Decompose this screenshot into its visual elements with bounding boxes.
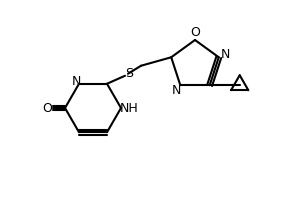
Text: N: N xyxy=(221,48,230,61)
Text: N: N xyxy=(172,84,181,97)
Text: NH: NH xyxy=(120,102,138,114)
Text: N: N xyxy=(71,75,81,88)
Text: O: O xyxy=(42,102,52,114)
Text: S: S xyxy=(125,67,133,80)
Text: O: O xyxy=(190,26,200,40)
